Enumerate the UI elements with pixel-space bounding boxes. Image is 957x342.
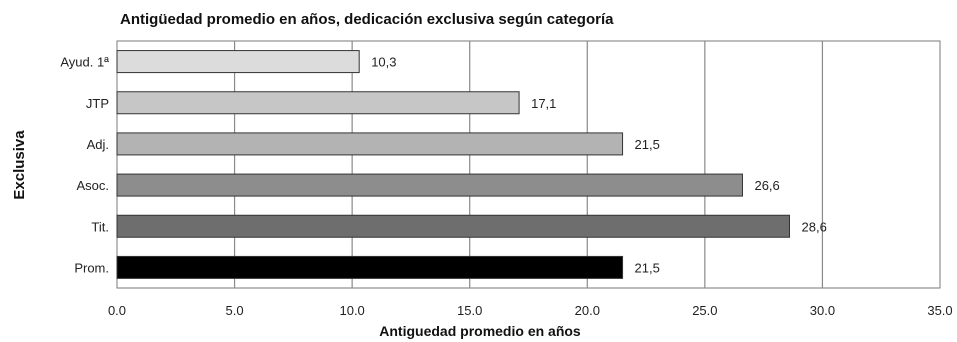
category-label: Ayud. 1ª bbox=[60, 55, 109, 70]
x-tick-label: 15.0 bbox=[457, 303, 482, 318]
bar bbox=[116, 50, 360, 74]
bar bbox=[116, 173, 743, 197]
bar bbox=[116, 255, 624, 279]
data-labels: 10,3 17,1 21,5 26,6 28,6 21,5 bbox=[371, 55, 827, 276]
category-label: Prom. bbox=[74, 260, 109, 275]
category-labels: Ayud. 1ª JTP Adj. Asoc. Tit. Prom. bbox=[60, 55, 109, 276]
x-tick-labels: 0.0 5.0 10.0 15.0 20.0 25.0 30.0 35.0 bbox=[108, 303, 953, 318]
x-tick-label: 30.0 bbox=[810, 303, 835, 318]
y-axis-label: Exclusiva bbox=[11, 130, 28, 200]
x-tick-label: 0.0 bbox=[108, 303, 126, 318]
category-label: JTP bbox=[86, 96, 109, 111]
bar bbox=[116, 91, 520, 115]
gridlines bbox=[233, 41, 824, 288]
data-label: 26,6 bbox=[754, 178, 779, 193]
data-label: 17,1 bbox=[531, 96, 556, 111]
x-tick-label: 10.0 bbox=[339, 303, 364, 318]
bars bbox=[116, 50, 791, 279]
category-label: Asoc. bbox=[76, 178, 109, 193]
chart-title: Antigüedad promedio en años, dedicación … bbox=[120, 11, 614, 28]
data-label: 10,3 bbox=[371, 55, 396, 70]
x-axis-label: Antiguedad promedio en años bbox=[379, 323, 581, 339]
x-tick-label: 20.0 bbox=[575, 303, 600, 318]
bar bbox=[116, 214, 791, 238]
x-tick-label: 5.0 bbox=[226, 303, 244, 318]
data-label: 21,5 bbox=[635, 260, 660, 275]
category-label: Tit. bbox=[91, 219, 109, 234]
plot-area bbox=[116, 40, 941, 289]
x-tick-label: 35.0 bbox=[927, 303, 952, 318]
x-tick-label: 25.0 bbox=[692, 303, 717, 318]
data-label: 28,6 bbox=[802, 219, 827, 234]
category-label: Adj. bbox=[87, 137, 109, 152]
bar bbox=[116, 132, 624, 156]
data-label: 21,5 bbox=[635, 137, 660, 152]
